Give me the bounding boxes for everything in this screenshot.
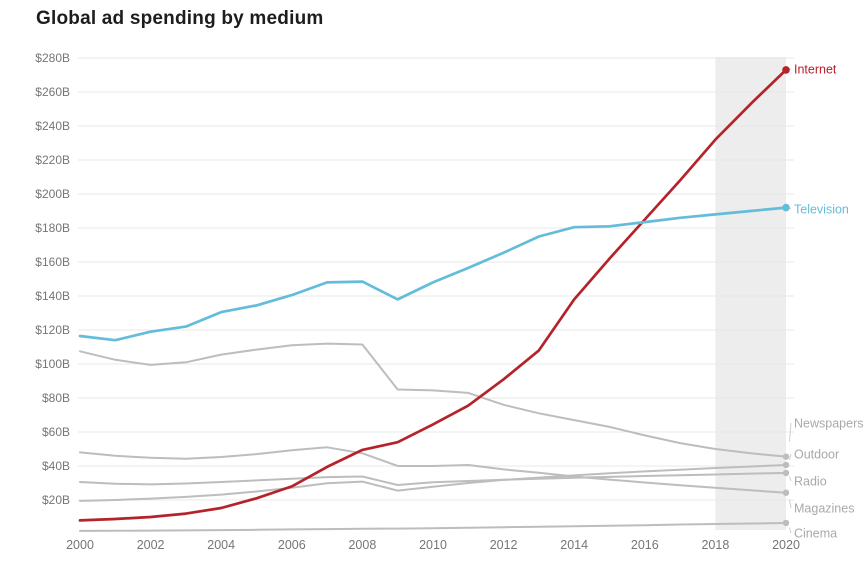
y-axis-tick-label: $200B <box>35 187 70 201</box>
label-connector <box>789 527 792 534</box>
series-line-cinema <box>79 522 787 532</box>
x-axis-tick-label: 2016 <box>631 538 659 552</box>
label-connector <box>789 453 792 461</box>
y-axis-tick-label: $220B <box>35 153 70 167</box>
series-label-cinema: Cinema <box>794 527 837 541</box>
series-label-radio: Radio <box>794 475 827 489</box>
series-line-newspapers <box>79 342 787 458</box>
x-axis-tick-label: 2004 <box>207 538 235 552</box>
series-line-outdoor <box>79 464 787 502</box>
x-axis-tick-label: 2012 <box>490 538 518 552</box>
series-line-magazines <box>79 446 787 494</box>
series-endpoint-radio <box>782 469 790 477</box>
label-connector <box>789 476 792 482</box>
series-label-internet: Internet <box>794 63 837 77</box>
x-axis-tick-label: 2018 <box>701 538 729 552</box>
series-endpoint-internet <box>782 66 790 74</box>
y-axis-tick-label: $260B <box>35 85 70 99</box>
x-axis-tick-label: 2006 <box>278 538 306 552</box>
y-axis-tick-label: $80B <box>42 391 70 405</box>
y-axis-tick-label: $280B <box>35 51 70 65</box>
x-axis-tick-label: 2000 <box>66 538 94 552</box>
y-axis-tick-label: $140B <box>35 289 70 303</box>
series-line-television <box>78 206 788 342</box>
x-axis-tick-label: 2008 <box>348 538 376 552</box>
x-axis-tick-label: 2002 <box>137 538 165 552</box>
y-axis-tick-label: $120B <box>35 323 70 337</box>
x-axis-tick-label: 2010 <box>419 538 447 552</box>
series-line-internet <box>78 68 788 522</box>
x-axis-tick-label: 2014 <box>560 538 588 552</box>
y-axis-tick-label: $240B <box>35 119 70 133</box>
label-connector <box>789 422 792 442</box>
series-endpoint-outdoor <box>782 461 790 469</box>
chart-title: Global ad spending by medium <box>36 8 324 29</box>
series-line-radio <box>79 472 787 486</box>
y-axis-tick-label: $20B <box>42 493 70 507</box>
x-axis-tick-label: 2020 <box>772 538 800 552</box>
label-connector <box>789 499 792 509</box>
series-endpoint-newspapers <box>782 453 790 460</box>
series-endpoint-cinema <box>782 519 790 527</box>
series-endpoint-magazines <box>782 489 790 496</box>
y-axis-tick-label: $100B <box>35 357 70 371</box>
y-axis-tick-label: $40B <box>42 459 70 473</box>
series-endpoint-television <box>782 203 790 212</box>
series-label-magazines: Magazines <box>794 502 854 516</box>
series-label-television: Television <box>794 203 849 217</box>
label-connector <box>789 207 792 210</box>
series-label-newspapers: Newspapers <box>794 417 863 431</box>
y-axis-tick-label: $180B <box>35 221 70 235</box>
series-label-outdoor: Outdoor <box>794 448 839 462</box>
y-axis-tick-label: $60B <box>42 425 70 439</box>
y-axis-tick-label: $160B <box>35 255 70 269</box>
